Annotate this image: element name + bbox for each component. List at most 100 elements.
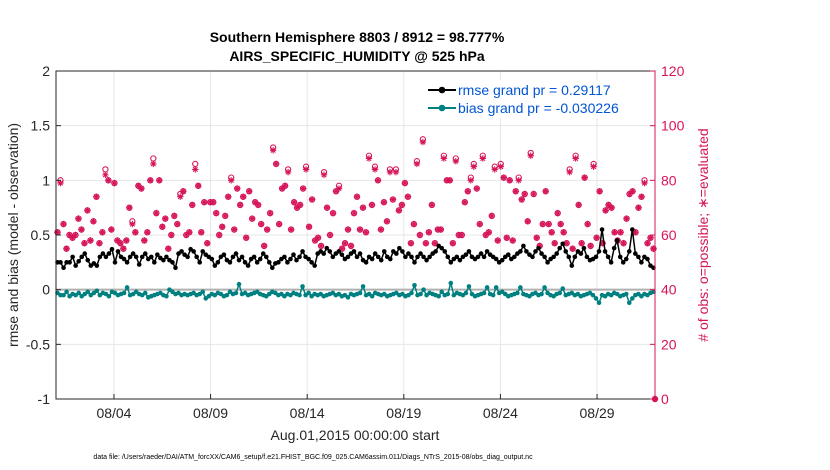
- bias-point: [515, 290, 520, 296]
- evaluated-obs-marker: [428, 201, 436, 209]
- obs-count-markers: [54, 136, 659, 403]
- evaluated-obs-marker: [236, 201, 244, 209]
- evaluated-obs-marker: [120, 245, 127, 252]
- y-tick-label: -0.5: [26, 336, 50, 352]
- rmse-point: [285, 260, 290, 265]
- evaluated-obs-marker: [611, 229, 618, 236]
- rmse-point: [563, 249, 569, 254]
- rmse-point: [633, 251, 638, 256]
- bias-point: [297, 292, 302, 298]
- evaluated-obs-marker: [290, 199, 298, 206]
- rmse-point: [351, 249, 357, 254]
- evaluated-obs-marker: [254, 201, 262, 209]
- evaluated-obs-marker: [344, 226, 352, 233]
- evaluated-obs-marker: [626, 190, 633, 198]
- evaluated-obs-marker: [347, 242, 355, 250]
- rmse-point: [557, 245, 563, 251]
- evaluated-obs-marker: [350, 209, 358, 217]
- evaluated-obs-marker: [485, 229, 492, 236]
- evaluated-obs-marker: [617, 229, 624, 236]
- bias-point: [142, 290, 148, 296]
- evaluated-obs-marker: [629, 188, 636, 195]
- evaluated-obs-marker: [78, 226, 85, 233]
- evaluated-obs-marker: [581, 174, 588, 181]
- rmse-point: [406, 251, 411, 256]
- rmse-point: [251, 254, 257, 260]
- rmse-point: [142, 251, 148, 256]
- rmse-point: [79, 254, 85, 260]
- evaluated-obs-marker: [458, 231, 466, 239]
- rmse-point: [421, 254, 426, 260]
- rmse-point: [566, 254, 572, 260]
- rmse-point: [194, 254, 199, 260]
- rmse-point: [593, 254, 599, 260]
- rmse-point: [363, 260, 369, 265]
- rmse-point: [257, 256, 263, 262]
- evaluated-obs-marker: [515, 177, 522, 184]
- evaluated-obs-marker: [75, 215, 82, 222]
- evaluated-obs-marker: [168, 231, 175, 239]
- evaluated-obs-marker: [374, 177, 382, 184]
- rmse-point: [463, 252, 469, 257]
- legend-box: [424, 80, 650, 118]
- evaluated-obs-marker: [96, 240, 103, 247]
- rmse-point: [475, 254, 481, 260]
- rmse-point: [381, 249, 387, 254]
- evaluated-obs-marker: [503, 234, 510, 241]
- rmse-point: [457, 257, 463, 263]
- evaluated-obs-marker: [156, 177, 163, 184]
- evaluated-obs-marker: [260, 242, 268, 250]
- evaluated-obs-marker: [323, 204, 331, 211]
- bias-point: [236, 281, 242, 287]
- evaluated-obs-marker: [213, 209, 220, 217]
- bias-point: [593, 296, 599, 301]
- rmse-point: [336, 249, 342, 254]
- evaluated-obs-marker: [422, 240, 430, 247]
- evaluated-obs-marker: [632, 229, 639, 236]
- rmse-point: [227, 260, 233, 265]
- rmse-point: [100, 251, 106, 256]
- rmse-point: [67, 260, 72, 265]
- evaluated-obs-marker: [222, 212, 229, 220]
- evaluated-obs-marker: [204, 240, 211, 247]
- evaluated-obs-marker: [419, 138, 427, 146]
- bias-point: [360, 284, 366, 289]
- evaluated-obs-marker: [60, 220, 67, 228]
- bias-point: [490, 292, 496, 298]
- evaluated-obs-marker: [620, 240, 627, 247]
- rmse-point: [76, 258, 81, 264]
- series-lines: [55, 227, 656, 306]
- rmse-point: [442, 249, 448, 254]
- evaluated-obs-marker: [362, 229, 370, 236]
- evaluated-obs-marker: [533, 234, 540, 241]
- legend-bias-label: bias grand pr = -0.030226: [458, 100, 619, 116]
- rmse-point: [512, 254, 517, 260]
- evaluated-obs-marker: [153, 209, 160, 217]
- rmse-point: [115, 249, 121, 254]
- evaluated-obs-marker: [245, 188, 253, 195]
- rmse-point: [499, 257, 505, 263]
- x-tick-label: 08/09: [193, 405, 228, 421]
- rmse-point: [260, 251, 266, 256]
- evaluated-obs-marker: [320, 171, 328, 179]
- rmse-point: [321, 251, 327, 256]
- bias-point: [557, 290, 563, 296]
- evaluated-obs-marker: [587, 242, 594, 250]
- evaluated-obs-marker: [365, 155, 373, 162]
- evaluated-obs-marker: [132, 229, 139, 236]
- data-file-footnote: data file: /Users/raeder/DAI/ATM_forcXX/…: [93, 454, 533, 461]
- evaluated-obs-marker: [284, 168, 292, 176]
- evaluated-obs-marker: [299, 185, 307, 192]
- rmse-point: [230, 254, 236, 260]
- y2-tick-label: 120: [661, 63, 685, 79]
- evaluated-obs-marker: [449, 240, 457, 247]
- bias-point: [448, 280, 454, 286]
- rmse-point: [418, 251, 423, 256]
- bias-point: [224, 292, 230, 298]
- rmse-point: [533, 249, 538, 254]
- y2-tick-label: 0: [661, 391, 669, 407]
- rmse-point: [536, 245, 541, 251]
- evaluated-obs-marker: [644, 240, 651, 247]
- rmse-point: [82, 251, 88, 256]
- evaluated-obs-marker: [302, 166, 310, 173]
